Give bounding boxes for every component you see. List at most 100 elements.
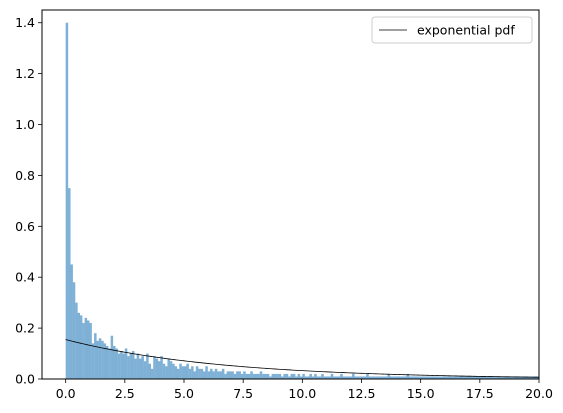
histogram-bar <box>157 361 161 379</box>
histogram-bar <box>231 371 234 379</box>
histogram-bar <box>155 358 159 379</box>
legend: exponential pdf <box>371 16 533 44</box>
histogram-bar <box>181 366 185 379</box>
histogram-bar <box>247 373 251 379</box>
histogram-bar <box>316 376 320 379</box>
histogram-bar <box>515 376 518 379</box>
histogram-bar <box>361 376 365 379</box>
histogram-bar <box>330 373 334 379</box>
histogram-bar <box>255 373 258 379</box>
histogram-bar <box>174 366 178 379</box>
histogram-bar <box>321 373 324 379</box>
histogram-bar <box>165 366 168 379</box>
histogram-bar <box>534 376 537 379</box>
histogram-bar <box>394 376 398 379</box>
histogram-bar <box>96 340 99 379</box>
y-tick-label: 1.2 <box>15 66 35 81</box>
histogram-bar <box>257 373 260 379</box>
histogram-bar <box>437 376 440 379</box>
x-tick-label: 20.0 <box>525 386 553 401</box>
histogram-bar <box>368 376 372 379</box>
histogram-bar <box>113 345 116 379</box>
histogram-bar <box>226 371 230 379</box>
histogram-bar <box>167 358 170 379</box>
histogram-bar <box>198 368 201 379</box>
histogram-bar <box>411 376 414 379</box>
histogram-bar <box>304 376 308 379</box>
x-tick-label: 10.0 <box>288 386 316 401</box>
histogram-bar <box>295 376 298 379</box>
histogram-bar <box>162 363 166 379</box>
histogram-bar <box>288 376 291 379</box>
histogram-bar <box>150 368 154 379</box>
histogram-bar <box>302 373 305 379</box>
histogram-bar <box>207 371 211 379</box>
histogram-bar <box>276 373 279 379</box>
histogram-bar <box>124 348 128 379</box>
histogram-bar <box>482 376 485 379</box>
histogram-bar <box>323 376 327 379</box>
histogram-bar <box>522 376 525 379</box>
histogram-bar <box>68 188 71 379</box>
histogram-bar <box>512 376 516 379</box>
histogram-bar <box>176 368 180 379</box>
y-tick-label: 0.2 <box>15 321 35 336</box>
histogram-bar <box>98 338 102 379</box>
histogram-bar <box>333 376 336 379</box>
histogram-bar <box>115 348 118 379</box>
histogram-bar <box>418 376 421 379</box>
histogram-bar <box>373 376 376 379</box>
histogram-bar <box>307 376 310 379</box>
histogram-bar <box>453 376 457 379</box>
histogram-bar <box>354 376 357 379</box>
histogram-bar <box>517 376 521 379</box>
x-tick-label: 15.0 <box>407 386 435 401</box>
histogram-bar <box>262 373 265 379</box>
histogram-bar <box>489 376 492 379</box>
histogram-bar <box>389 376 393 379</box>
histogram-bar <box>527 376 530 379</box>
histogram-bar <box>278 373 282 379</box>
histogram-bar <box>439 376 443 379</box>
histogram-bar <box>200 368 204 379</box>
histogram-bar <box>193 371 196 379</box>
histogram-bar <box>432 376 436 379</box>
histogram-bar <box>404 376 407 379</box>
histogram-bar <box>160 356 163 379</box>
histogram-bar <box>496 376 499 379</box>
histogram-bar <box>356 376 360 379</box>
histogram-bar <box>444 376 447 379</box>
histogram-bar <box>127 356 130 379</box>
histogram-bar <box>335 376 338 379</box>
histogram-bar <box>503 376 507 379</box>
histogram-bar <box>136 353 140 379</box>
y-tick-label: 0.6 <box>15 219 35 234</box>
axes-frame <box>41 9 540 380</box>
histogram-bar <box>210 368 213 379</box>
histogram-bar <box>465 376 469 379</box>
histogram-bar <box>188 368 192 379</box>
x-tick-label: 7.5 <box>233 386 253 401</box>
histogram-bar <box>273 373 277 379</box>
histogram-bar <box>427 376 431 379</box>
histogram-bar <box>129 353 133 379</box>
histogram-bar <box>328 376 331 379</box>
y-tick-label: 1.4 <box>15 15 35 30</box>
x-tick-label: 2.5 <box>115 386 135 401</box>
histogram-bar <box>501 376 504 379</box>
y-tick-label: 1.0 <box>15 117 35 132</box>
histogram-bar <box>205 366 208 379</box>
histogram-bar <box>65 22 69 379</box>
histogram-bar <box>441 376 445 379</box>
histogram-bar <box>352 373 355 379</box>
histogram-bar <box>491 376 495 379</box>
histogram-bar <box>143 361 147 379</box>
histogram-bar <box>172 363 175 379</box>
histogram-bar <box>468 376 471 379</box>
histogram-bar <box>105 345 109 379</box>
histogram-bar <box>131 351 135 379</box>
histogram-bar <box>292 373 296 379</box>
histogram-bar <box>349 376 353 379</box>
histogram-bar <box>382 376 386 379</box>
histogram-bar <box>406 373 409 379</box>
